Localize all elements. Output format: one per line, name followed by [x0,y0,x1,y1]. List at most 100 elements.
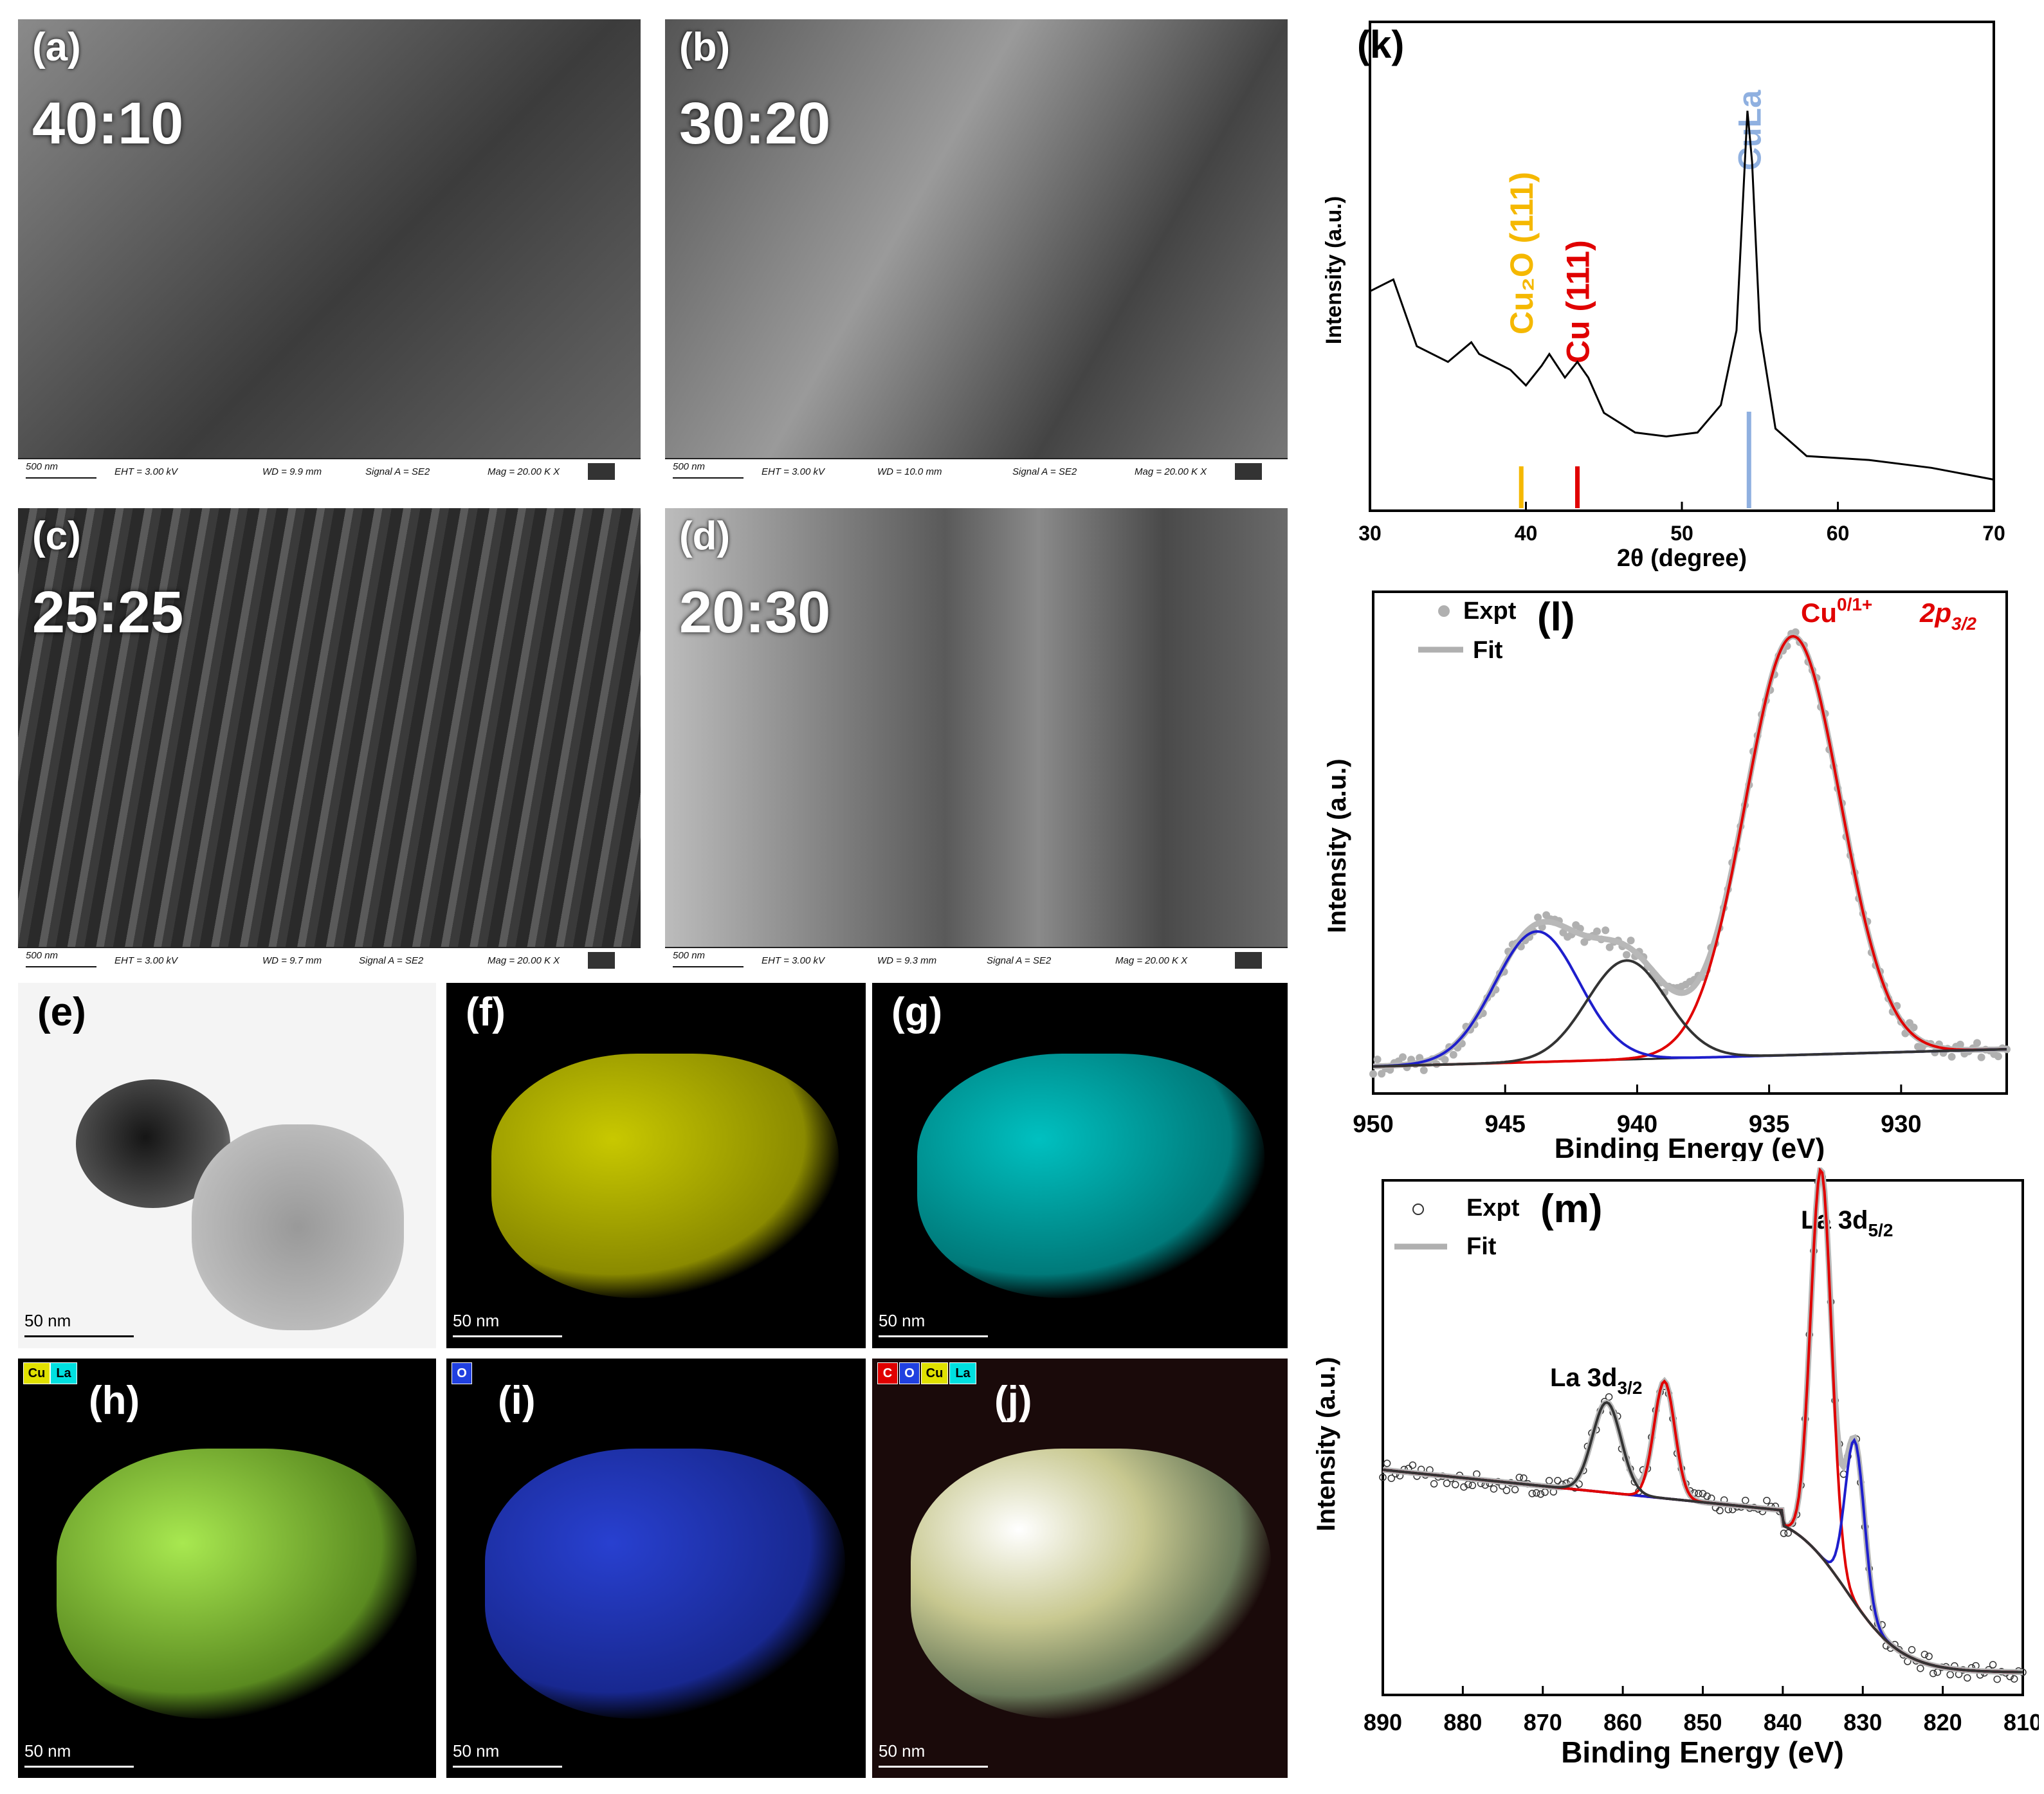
x-tick-label: 930 [1881,1111,1921,1138]
x-tick-label: 950 [1353,1111,1393,1138]
ratio-label: 25:25 [32,580,184,645]
ratio-label: 20:30 [679,580,831,645]
scale-text: 50 nm [453,1741,500,1761]
orbital-label: 2p3/2 [1919,598,1976,634]
expt-point [1925,1652,1933,1660]
eht-text: EHT = 3.00 kV [762,955,825,966]
expt-point [1605,1393,1613,1401]
ratio-label: 40:10 [32,91,184,156]
scale-text: 50 nm [24,1311,71,1330]
expt-point [1784,1529,1792,1537]
expt-point [1572,921,1580,929]
expt-point [1973,1039,1981,1047]
expt-point [1763,1496,1771,1505]
signal-text: Signal A = SE2 [987,955,1052,966]
xps-la-chart: (m) Expt Fit La 3d5/2 La 3d3/2 Intensity… [1312,1167,2039,1769]
y-axis-label: Intensity (a.u.) [1312,1357,1340,1531]
phase-label: Cu₂O (111) [1504,172,1540,334]
expt-point [1511,1486,1519,1494]
x-tick-label: 870 [1524,1709,1562,1735]
expt-point [1387,1474,1396,1482]
element-chip-o: O [899,1362,920,1384]
signal-text: Signal A = SE2 [365,466,430,477]
legend-fit: Fit [1466,1233,1497,1260]
panel-label: (h) [89,1378,140,1423]
la-3d32-label: La 3d3/2 [1550,1364,1642,1398]
expt-point [1929,1669,1937,1678]
eds-map [491,1054,839,1298]
mag-text: Mag = 20.00 K X [488,466,560,477]
element-chip-c: C [877,1362,898,1384]
scale-bar [24,1766,134,1768]
expt-point [1545,1477,1553,1485]
expt-point [1468,1481,1477,1490]
eds-panel-j: C O Cu La (j) 50 nm [872,1359,1288,1778]
x-tick-label: 60 [1827,522,1850,545]
x-ticks: 950 945 940 935 930 [1353,1085,1922,1138]
expt-point [1989,1661,1997,1669]
expt-point [1964,1674,1971,1682]
eds-panel-g: (g) 50 nm [872,983,1288,1348]
expt-point [1946,1670,1954,1679]
expt-point [1502,1487,1511,1494]
x-tick-label: 830 [1843,1709,1882,1735]
x-tick-label: 820 [1924,1709,1962,1735]
wd-text: WD = 9.9 mm [262,466,322,477]
eds-map [917,1054,1264,1298]
sem-panel-a: (a) 40:10 500 nm EHT = 3.00 kV WD = 9.9 … [18,19,641,485]
x-tick-label: 935 [1749,1111,1789,1138]
expt-point [1605,943,1614,951]
plot-frame [1369,21,1995,512]
eds-panel-h: Cu La (h) 50 nm [18,1359,436,1778]
eds-map [57,1449,417,1719]
eht-text: EHT = 3.00 kV [762,466,825,477]
expt-point [2010,1675,2018,1683]
legend-marker-expt [1438,605,1450,617]
mag-text: Mag = 20.00 K X [488,955,560,966]
logo-icon [588,463,615,480]
x-axis-label: 2θ (degree) [1617,545,1747,572]
expt-point [1780,1530,1788,1537]
expt-point [1559,928,1567,937]
x-tick-label: 890 [1364,1709,1402,1735]
expt-point [1948,1052,1956,1061]
plot-frame [1372,590,2008,1095]
expt-point [1528,1490,1536,1497]
fit-component [1382,1379,2023,1674]
logo-icon [1235,463,1262,480]
y-axis-label: Intensity (a.u.) [1323,758,1351,933]
scale-bar [673,966,744,967]
scale-bar [453,1335,562,1337]
panel-label: (k) [1357,23,1404,66]
x-tick-label: 50 [1670,522,1693,545]
fit-lines [1382,1167,2023,1675]
expt-point [1443,1479,1451,1487]
expt-point [1580,938,1589,946]
eds-map [911,1449,1271,1719]
sem-panel-b: (b) 30:20 500 nm EHT = 3.00 kV WD = 10.0… [665,19,1288,485]
expt-point [1695,1490,1702,1497]
annotations: Cu₂O (111) Cu (111)CuLa [1504,89,1767,508]
scale-bar [879,1335,988,1337]
x-tick-label: 860 [1603,1709,1642,1735]
peak-label: Cu0/1+ [1801,594,1872,628]
expt-point [1627,937,1635,945]
expt-point [1601,926,1610,935]
eds-panel-f: (f) 50 nm [446,983,866,1348]
panel-label: (i) [498,1378,536,1423]
scale-text: 500 nm [26,950,59,961]
expt-point [1378,1070,1386,1078]
x-tick-label: 940 [1617,1111,1657,1138]
wd-text: WD = 9.7 mm [262,955,322,966]
ratio-label: 30:20 [679,91,831,156]
eds-map [485,1449,845,1719]
x-axis-label: Binding Energy (eV) [1555,1133,1825,1161]
expt-point [1419,1066,1428,1074]
panel-label: (d) [679,514,731,558]
panel-label: (b) [679,25,731,69]
xrd-curve [1369,111,1994,481]
scale-bar [26,477,96,479]
sem-info-bar: 500 nm EHT = 3.00 kV WD = 9.3 mm Signal … [665,947,1288,974]
sem-info-bar: 500 nm EHT = 3.00 kV WD = 9.9 mm Signal … [18,458,641,485]
element-chip-cu: Cu [23,1362,50,1384]
